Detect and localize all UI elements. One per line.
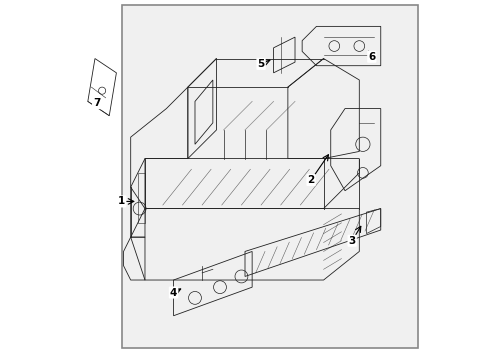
Bar — [122, 5, 418, 348]
Text: 4: 4 — [170, 288, 177, 297]
Text: 1: 1 — [118, 197, 125, 206]
Text: 2: 2 — [307, 175, 315, 185]
Text: 7: 7 — [93, 98, 100, 108]
Text: 5: 5 — [257, 59, 265, 69]
Text: 3: 3 — [348, 236, 356, 246]
Text: 6: 6 — [368, 52, 375, 62]
